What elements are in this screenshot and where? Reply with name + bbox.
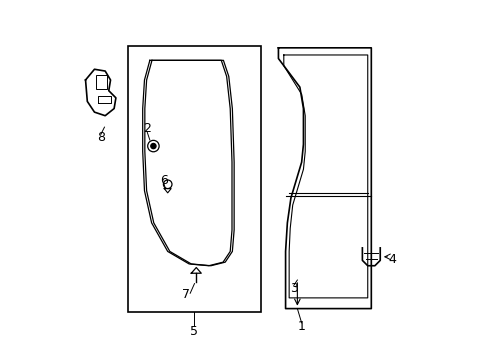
Bar	[128, 46, 260, 312]
Text: 4: 4	[388, 253, 396, 266]
Bar	[96, 75, 107, 89]
Text: 5: 5	[190, 325, 198, 338]
Text: 1: 1	[297, 320, 305, 333]
Text: 2: 2	[143, 122, 151, 135]
Text: 7: 7	[181, 288, 189, 301]
Text: 8: 8	[97, 131, 105, 144]
Circle shape	[150, 144, 156, 149]
Text: 6: 6	[160, 174, 168, 186]
Text: 3: 3	[289, 283, 297, 296]
